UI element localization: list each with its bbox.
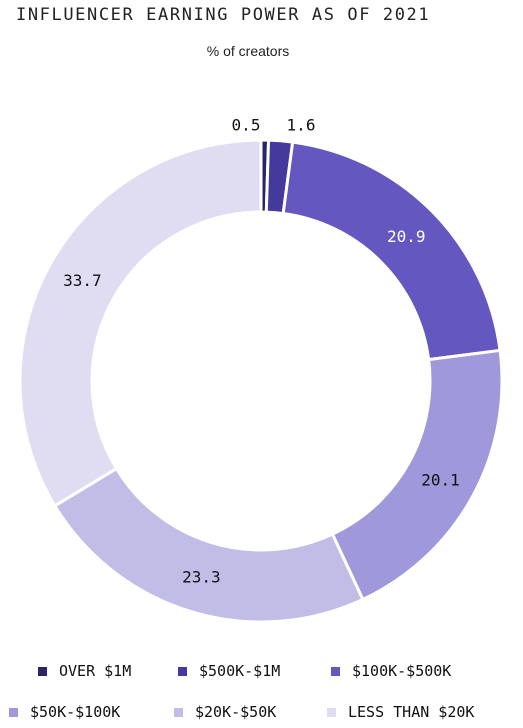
data-label-20k-50k: 23.3 bbox=[182, 568, 221, 587]
slice-20k-50k bbox=[52, 466, 365, 624]
slice-100k-500k bbox=[281, 140, 502, 362]
legend-item-over-1m: OVER $1M bbox=[38, 662, 131, 680]
legend-label: $100K-$500K bbox=[352, 662, 452, 680]
legend-swatch bbox=[178, 666, 187, 676]
slice-50k-100k bbox=[330, 348, 504, 602]
chart-subtitle: % of creators bbox=[206, 43, 290, 59]
slice-less-than-20k bbox=[18, 138, 263, 508]
data-label-over-1m: 0.5 bbox=[232, 116, 261, 135]
data-label-100k-500k: 20.9 bbox=[387, 227, 426, 246]
legend-swatch bbox=[331, 666, 340, 676]
data-label-less-than-20k: 33.7 bbox=[63, 271, 102, 290]
legend-label: OVER $1M bbox=[59, 662, 132, 680]
legend-item-50k-100k: $50K-$100K bbox=[9, 703, 120, 721]
donut-chart: 0.5 1.6 20.9 20.1 23.3 33.7 bbox=[18, 116, 504, 624]
legend-swatch bbox=[327, 707, 336, 717]
legend-swatch bbox=[9, 707, 18, 717]
data-label-50k-100k: 20.1 bbox=[421, 470, 460, 489]
legend-label: LESS THAN $20K bbox=[348, 703, 475, 721]
legend-swatch bbox=[174, 707, 183, 717]
legend-item-100k-500k: $100K-$500K bbox=[331, 662, 451, 680]
legend-label: $20K-$50K bbox=[195, 703, 277, 721]
legend-label: $500K-$1M bbox=[199, 662, 281, 680]
data-label-500k-1m: 1.6 bbox=[287, 116, 316, 135]
chart-title: INFLUENCER EARNING POWER AS OF 2021 bbox=[16, 5, 431, 25]
legend-item-500k-1m: $500K-$1M bbox=[178, 662, 280, 680]
legend-swatch bbox=[38, 666, 47, 676]
legend-item-less-than-20k: LESS THAN $20K bbox=[327, 703, 474, 721]
legend-item-20k-50k: $20K-$50K bbox=[174, 703, 276, 721]
legend-label: $50K-$100K bbox=[30, 703, 121, 721]
